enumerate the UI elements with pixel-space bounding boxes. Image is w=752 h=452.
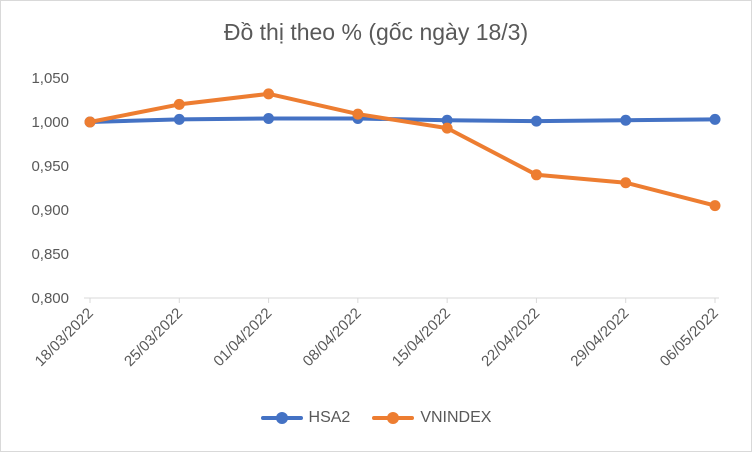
x-tick-label: 08/04/2022 xyxy=(300,305,365,370)
data-point-vnindex xyxy=(530,169,542,181)
y-tick-label: 1,050 xyxy=(31,70,69,87)
data-point-vnindex xyxy=(441,122,453,134)
x-tick-label: 25/03/2022 xyxy=(121,305,186,370)
y-tick-label: 0,950 xyxy=(31,158,69,175)
data-point-hsa2 xyxy=(709,113,721,125)
x-tick-label: 29/04/2022 xyxy=(567,305,632,370)
data-point-vnindex xyxy=(709,200,721,212)
data-point-vnindex xyxy=(173,98,185,110)
y-tick-label: 1,000 xyxy=(31,114,69,131)
legend-marker-vnindex xyxy=(372,411,415,425)
legend-label-hsa2: HSA2 xyxy=(308,409,351,426)
data-point-hsa2 xyxy=(530,115,542,127)
x-tick-label: 18/03/2022 xyxy=(32,305,97,370)
data-point-hsa2 xyxy=(441,114,453,126)
chart-title: Đồ thị theo % (gốc ngày 18/3) xyxy=(223,19,529,45)
legend-item-vnindex: VNINDEX xyxy=(372,409,491,427)
data-point-vnindex xyxy=(352,108,364,120)
data-point-vnindex xyxy=(263,88,275,100)
x-tick-label: 01/04/2022 xyxy=(210,305,275,370)
data-point-vnindex xyxy=(84,116,96,128)
data-point-hsa2 xyxy=(620,114,632,126)
data-point-hsa2 xyxy=(173,113,185,125)
legend: HSA2 VNINDEX xyxy=(1,409,751,427)
legend-item-hsa2: HSA2 xyxy=(260,409,351,427)
y-tick-label: 0,800 xyxy=(31,290,69,307)
y-tick-label: 0,850 xyxy=(31,246,69,263)
series-line-vnindex xyxy=(88,91,717,208)
x-tick-label: 22/04/2022 xyxy=(478,305,543,370)
data-point-hsa2 xyxy=(263,112,275,124)
x-tick-label: 15/04/2022 xyxy=(389,305,454,370)
x-tick-label: 06/05/2022 xyxy=(657,305,722,370)
y-tick-label: 0,900 xyxy=(31,202,69,219)
data-point-vnindex xyxy=(620,177,632,189)
legend-label-vnindex: VNINDEX xyxy=(420,409,492,426)
legend-marker-hsa2 xyxy=(260,411,303,425)
